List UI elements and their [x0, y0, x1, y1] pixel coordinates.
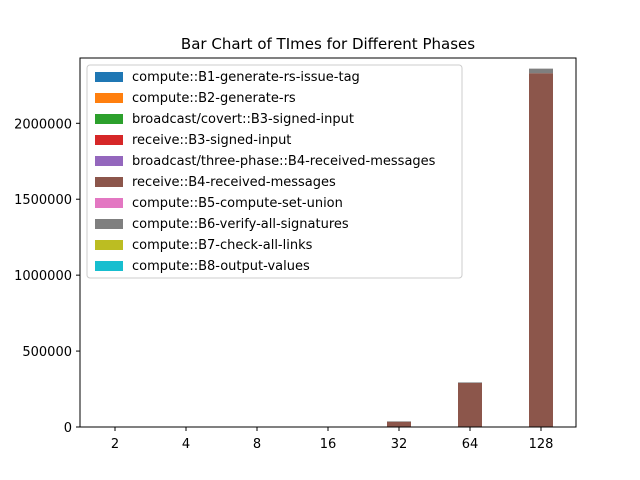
legend-swatch	[95, 177, 123, 187]
y-tick-label: 500000	[22, 345, 72, 360]
legend-label: compute::B6-verify-all-signatures	[132, 217, 349, 232]
legend-swatch	[95, 114, 123, 124]
legend-label: compute::B5-compute-set-union	[132, 196, 343, 211]
legend-swatch	[95, 219, 123, 229]
bars-group	[387, 68, 553, 428]
legend-swatch	[95, 240, 123, 250]
legend-label: receive::B3-signed-input	[132, 133, 291, 148]
bar-64-series-6	[458, 382, 482, 427]
x-tick-label: 8	[253, 437, 261, 452]
bar-32-series-8	[387, 421, 411, 422]
bar-128-series-6	[529, 73, 553, 428]
bar-64-series-8	[458, 382, 482, 383]
legend-swatch	[95, 135, 123, 145]
legend-label: compute::B7-check-all-links	[132, 238, 313, 253]
legend-swatch	[95, 261, 123, 271]
legend: compute::B1-generate-rs-issue-tagcompute…	[86, 64, 463, 279]
legend-label: broadcast/covert::B3-signed-input	[132, 112, 354, 127]
y-tick-label: 2000000	[14, 117, 72, 132]
y-tick-label: 1000000	[14, 269, 72, 284]
x-axis: 2 4 8 16 32 64 128	[111, 427, 554, 452]
legend-swatch	[95, 72, 123, 82]
y-tick-label: 0	[64, 421, 72, 436]
legend-box	[86, 64, 463, 279]
legend-label: compute::B8-output-values	[132, 259, 310, 274]
bar-128-series-8	[529, 68, 553, 74]
plot-frame	[79, 57, 577, 428]
y-tick-label: 1500000	[14, 193, 72, 208]
legend-swatch	[95, 93, 123, 103]
chart-title: Bar Chart of TImes for Different Phases	[181, 35, 475, 53]
x-tick-label: 2	[111, 437, 119, 452]
legend-label: compute::B1-generate-rs-issue-tag	[132, 70, 360, 85]
x-tick-label: 16	[320, 437, 337, 452]
legend-label: compute::B2-generate-rs	[132, 91, 296, 106]
legend-label: broadcast/three-phase::B4-received-messa…	[132, 154, 436, 169]
y-axis: 0 500000 1000000 1500000 2000000	[14, 117, 80, 436]
x-tick-label: 4	[182, 437, 190, 452]
x-tick-label: 64	[462, 437, 479, 452]
legend-swatch	[95, 198, 123, 208]
legend-label: receive::B4-received-messages	[132, 175, 336, 190]
legend-swatch	[95, 156, 123, 166]
bar-32-series-6	[387, 421, 411, 427]
x-tick-label: 128	[529, 437, 554, 452]
x-tick-label: 32	[391, 437, 408, 452]
